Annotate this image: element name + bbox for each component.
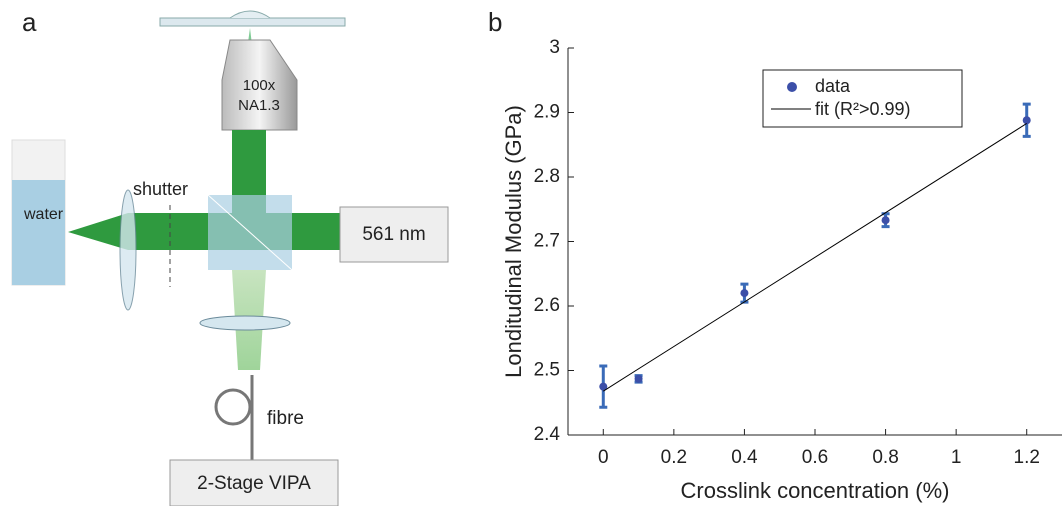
chart: b 2.4 2.5 2.6 2.7 2.8 2.9 3 0 0.2 0.4 0.6 0.8 1 1.2 Cr… bbox=[488, 7, 1062, 503]
sample bbox=[229, 10, 271, 19]
x-tick-label: 1.2 bbox=[1014, 447, 1040, 468]
spectrometer bbox=[169, 459, 339, 506]
fibre-coil bbox=[214, 388, 252, 426]
laser bbox=[339, 206, 449, 263]
water bbox=[12, 180, 65, 285]
data-point bbox=[1022, 116, 1031, 125]
shutter-label: shutter bbox=[133, 179, 188, 199]
y-tick-label: 2.4 bbox=[534, 424, 561, 445]
legend-marker bbox=[787, 82, 797, 92]
x-tick-label: 0.2 bbox=[661, 447, 687, 468]
y-tick-label: 2.5 bbox=[534, 360, 560, 381]
lens bbox=[199, 315, 291, 331]
spectrometer-label: 2-Stage VIPA bbox=[197, 473, 311, 494]
lens bbox=[119, 189, 137, 311]
x-tick-label: 1 bbox=[951, 447, 962, 468]
x-tick-label: 0.4 bbox=[731, 447, 758, 468]
y-tick-label: 2.8 bbox=[534, 166, 560, 187]
water-label: water bbox=[23, 206, 64, 223]
splitter-plane bbox=[207, 194, 293, 271]
panel-label: a bbox=[22, 7, 37, 37]
objective-label: NA1.3 bbox=[238, 97, 280, 114]
fibre-label: fibre bbox=[267, 408, 304, 429]
legend-label: data bbox=[815, 76, 851, 96]
objective bbox=[221, 39, 298, 131]
data-point bbox=[634, 374, 643, 383]
y-tick-label: 3 bbox=[549, 37, 560, 58]
data-point bbox=[881, 216, 890, 225]
y-tick-label: 2.9 bbox=[534, 102, 560, 123]
laser-label: 561 nm bbox=[362, 224, 425, 245]
setup-diagram: a 100x NA1.3 water shutter 561 nm fibre … bbox=[11, 7, 449, 506]
objective-label: 100x bbox=[243, 77, 276, 94]
panel-label: b bbox=[488, 7, 502, 37]
legend-label: fit (R²>0.99) bbox=[815, 99, 911, 119]
y-axis-label: Londitudinal Modulus (GPa) bbox=[501, 105, 526, 378]
y-tick-label: 2.7 bbox=[534, 231, 560, 252]
y-tick-label: 2.6 bbox=[534, 295, 560, 316]
x-tick-label: 0.6 bbox=[802, 447, 828, 468]
x-axis-label: Crosslink concentration (%) bbox=[681, 478, 950, 503]
x-tick-label: 0 bbox=[598, 447, 609, 468]
x-tick-label: 0.8 bbox=[872, 447, 898, 468]
slide bbox=[159, 17, 346, 27]
legend-box bbox=[762, 69, 963, 128]
fit-line bbox=[603, 123, 1027, 392]
data-point bbox=[599, 382, 608, 391]
data-point bbox=[740, 289, 749, 298]
